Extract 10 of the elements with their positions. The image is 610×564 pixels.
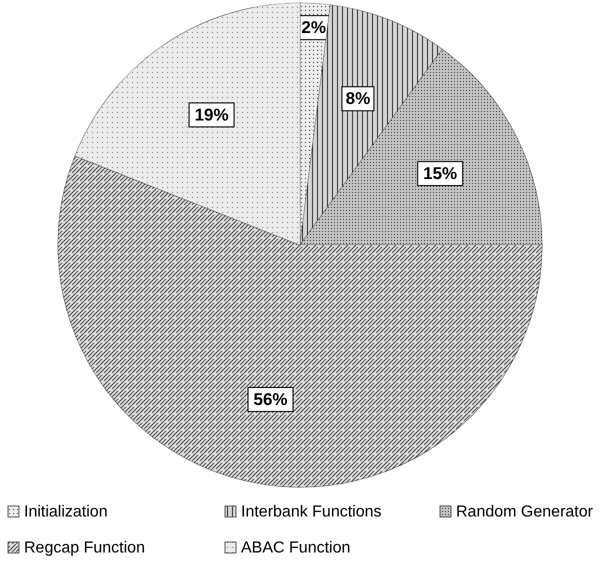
- legend-label: Regcap Function: [24, 540, 145, 556]
- data-label: 19%: [194, 105, 229, 124]
- legend-label: Initialization: [24, 504, 108, 520]
- legend-label: Random Generator: [456, 504, 594, 520]
- data-label: 15%: [423, 164, 458, 184]
- legend-label: Interbank Functions: [241, 504, 382, 520]
- data-label: 56%: [254, 390, 288, 410]
- data-label: 2%: [301, 18, 326, 38]
- data-label: 8%: [346, 89, 370, 108]
- legend-label: ABAC Function: [241, 540, 350, 556]
